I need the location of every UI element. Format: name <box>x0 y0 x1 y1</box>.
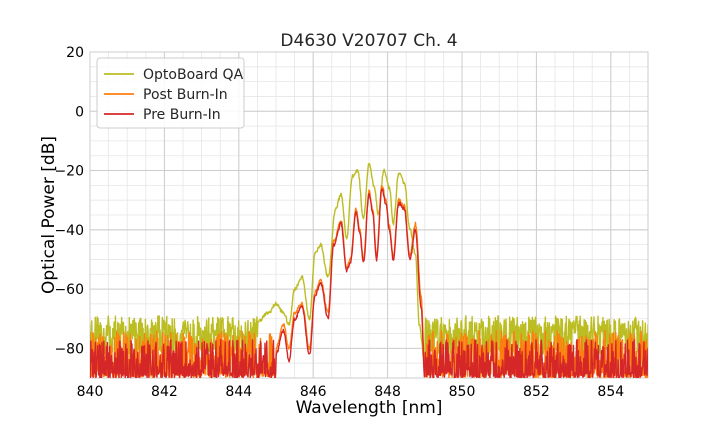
x-tick-label: 848 <box>374 384 401 400</box>
x-axis-title: Wavelength [nm] <box>296 398 443 418</box>
y-tick-label: −40 <box>54 223 84 239</box>
y-tick-label: 0 <box>75 104 84 120</box>
major-grid <box>89 51 649 379</box>
chart-title: D4630 V20707 Ch. 4 <box>280 31 457 51</box>
series-line-pre-burn-in <box>90 188 648 378</box>
legend-label: OptoBoard QA <box>143 67 244 83</box>
series-line-optoboard-qa <box>90 162 648 365</box>
series-layer <box>90 162 648 378</box>
legend-label: Pre Burn-In <box>143 107 221 123</box>
x-tick-label: 840 <box>77 384 104 400</box>
x-tick-label: 852 <box>523 384 550 400</box>
legend: OptoBoard QA Post Burn-In Pre Burn-In <box>96 57 245 129</box>
x-axis-ticks: 840 842 844 846 848 850 852 854 <box>77 384 625 400</box>
legend-box <box>96 57 245 129</box>
y-tick-label: −60 <box>54 282 84 298</box>
x-tick-label: 854 <box>597 384 624 400</box>
y-axis-title: Optical Power [dB] <box>39 136 59 294</box>
x-tick-label: 850 <box>449 384 476 400</box>
x-tick-label: 846 <box>300 384 327 400</box>
x-tick-label: 844 <box>225 384 252 400</box>
y-tick-label: −80 <box>54 341 84 357</box>
y-tick-label: 20 <box>66 45 84 61</box>
y-axis-ticks: −80 −60 −40 −20 0 20 <box>54 45 84 357</box>
y-tick-label: −20 <box>54 164 84 180</box>
legend-label: Post Burn-In <box>143 87 228 103</box>
x-tick-label: 842 <box>151 384 178 400</box>
plot-frame <box>89 51 649 379</box>
